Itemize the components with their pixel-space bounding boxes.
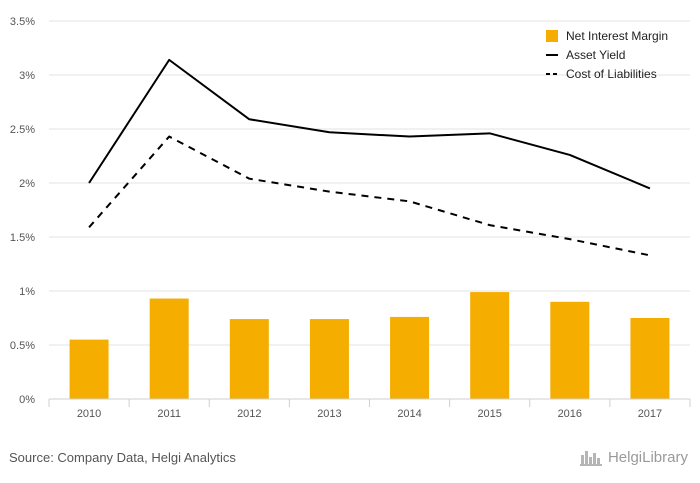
y-tick-label: 3% [19,70,35,82]
grid-layer [49,20,690,346]
nim-bar [229,319,269,399]
x-tick-label: 2015 [477,408,501,420]
x-tick-label: 2010 [77,408,101,420]
legend-label: Net Interest Margin [566,29,668,43]
bar-layer [69,292,670,399]
y-tick-label: 1.5% [10,232,35,244]
brand-name: HelgiLibrary [607,448,688,466]
x-axis: 2010 2011 2012 2013 2014 2015 2016 2017 [48,398,691,420]
y-tick-labels: 0% 0.5% 1% 1.5% 2% 2.5% 3% 3.5% [10,16,35,406]
nim-bar [550,301,590,399]
y-tick-label: 2.5% [10,124,35,136]
nim-bar [630,318,670,399]
y-tick-label: 3.5% [10,16,35,28]
library-icon [579,451,602,466]
nim-bar [470,292,510,399]
x-tick-label: 2014 [397,408,421,420]
x-tick-label: 2012 [237,408,261,420]
nim-bar [149,298,189,399]
source-note: Source: Company Data, Helgi Analytics [9,450,236,465]
legend-swatch-bar [546,30,558,42]
line-layer [88,58,651,257]
y-tick-label: 1% [19,286,35,298]
legend: Net Interest Margin Asset Yield Cost of Li… [546,29,668,81]
y-tick-label: 2% [19,178,35,190]
y-tick-label: 0.5% [10,340,35,352]
x-tick-label: 2017 [638,408,662,420]
legend-label: Asset Yield [566,48,625,62]
y-tick-label: 0% [19,394,35,406]
x-tick-label: 2016 [558,408,582,420]
x-tick-label: 2011 [157,408,181,420]
cost-of-liabilities-line [88,135,651,257]
legend-label: Cost of Liabilities [566,67,657,81]
brand-logo: HelgiLibrary [579,448,688,466]
asset-yield-line [88,58,651,190]
nim-bar [309,319,349,399]
nim-bar [390,316,430,399]
nim-bar [69,339,109,399]
x-tick-label: 2013 [317,408,341,420]
